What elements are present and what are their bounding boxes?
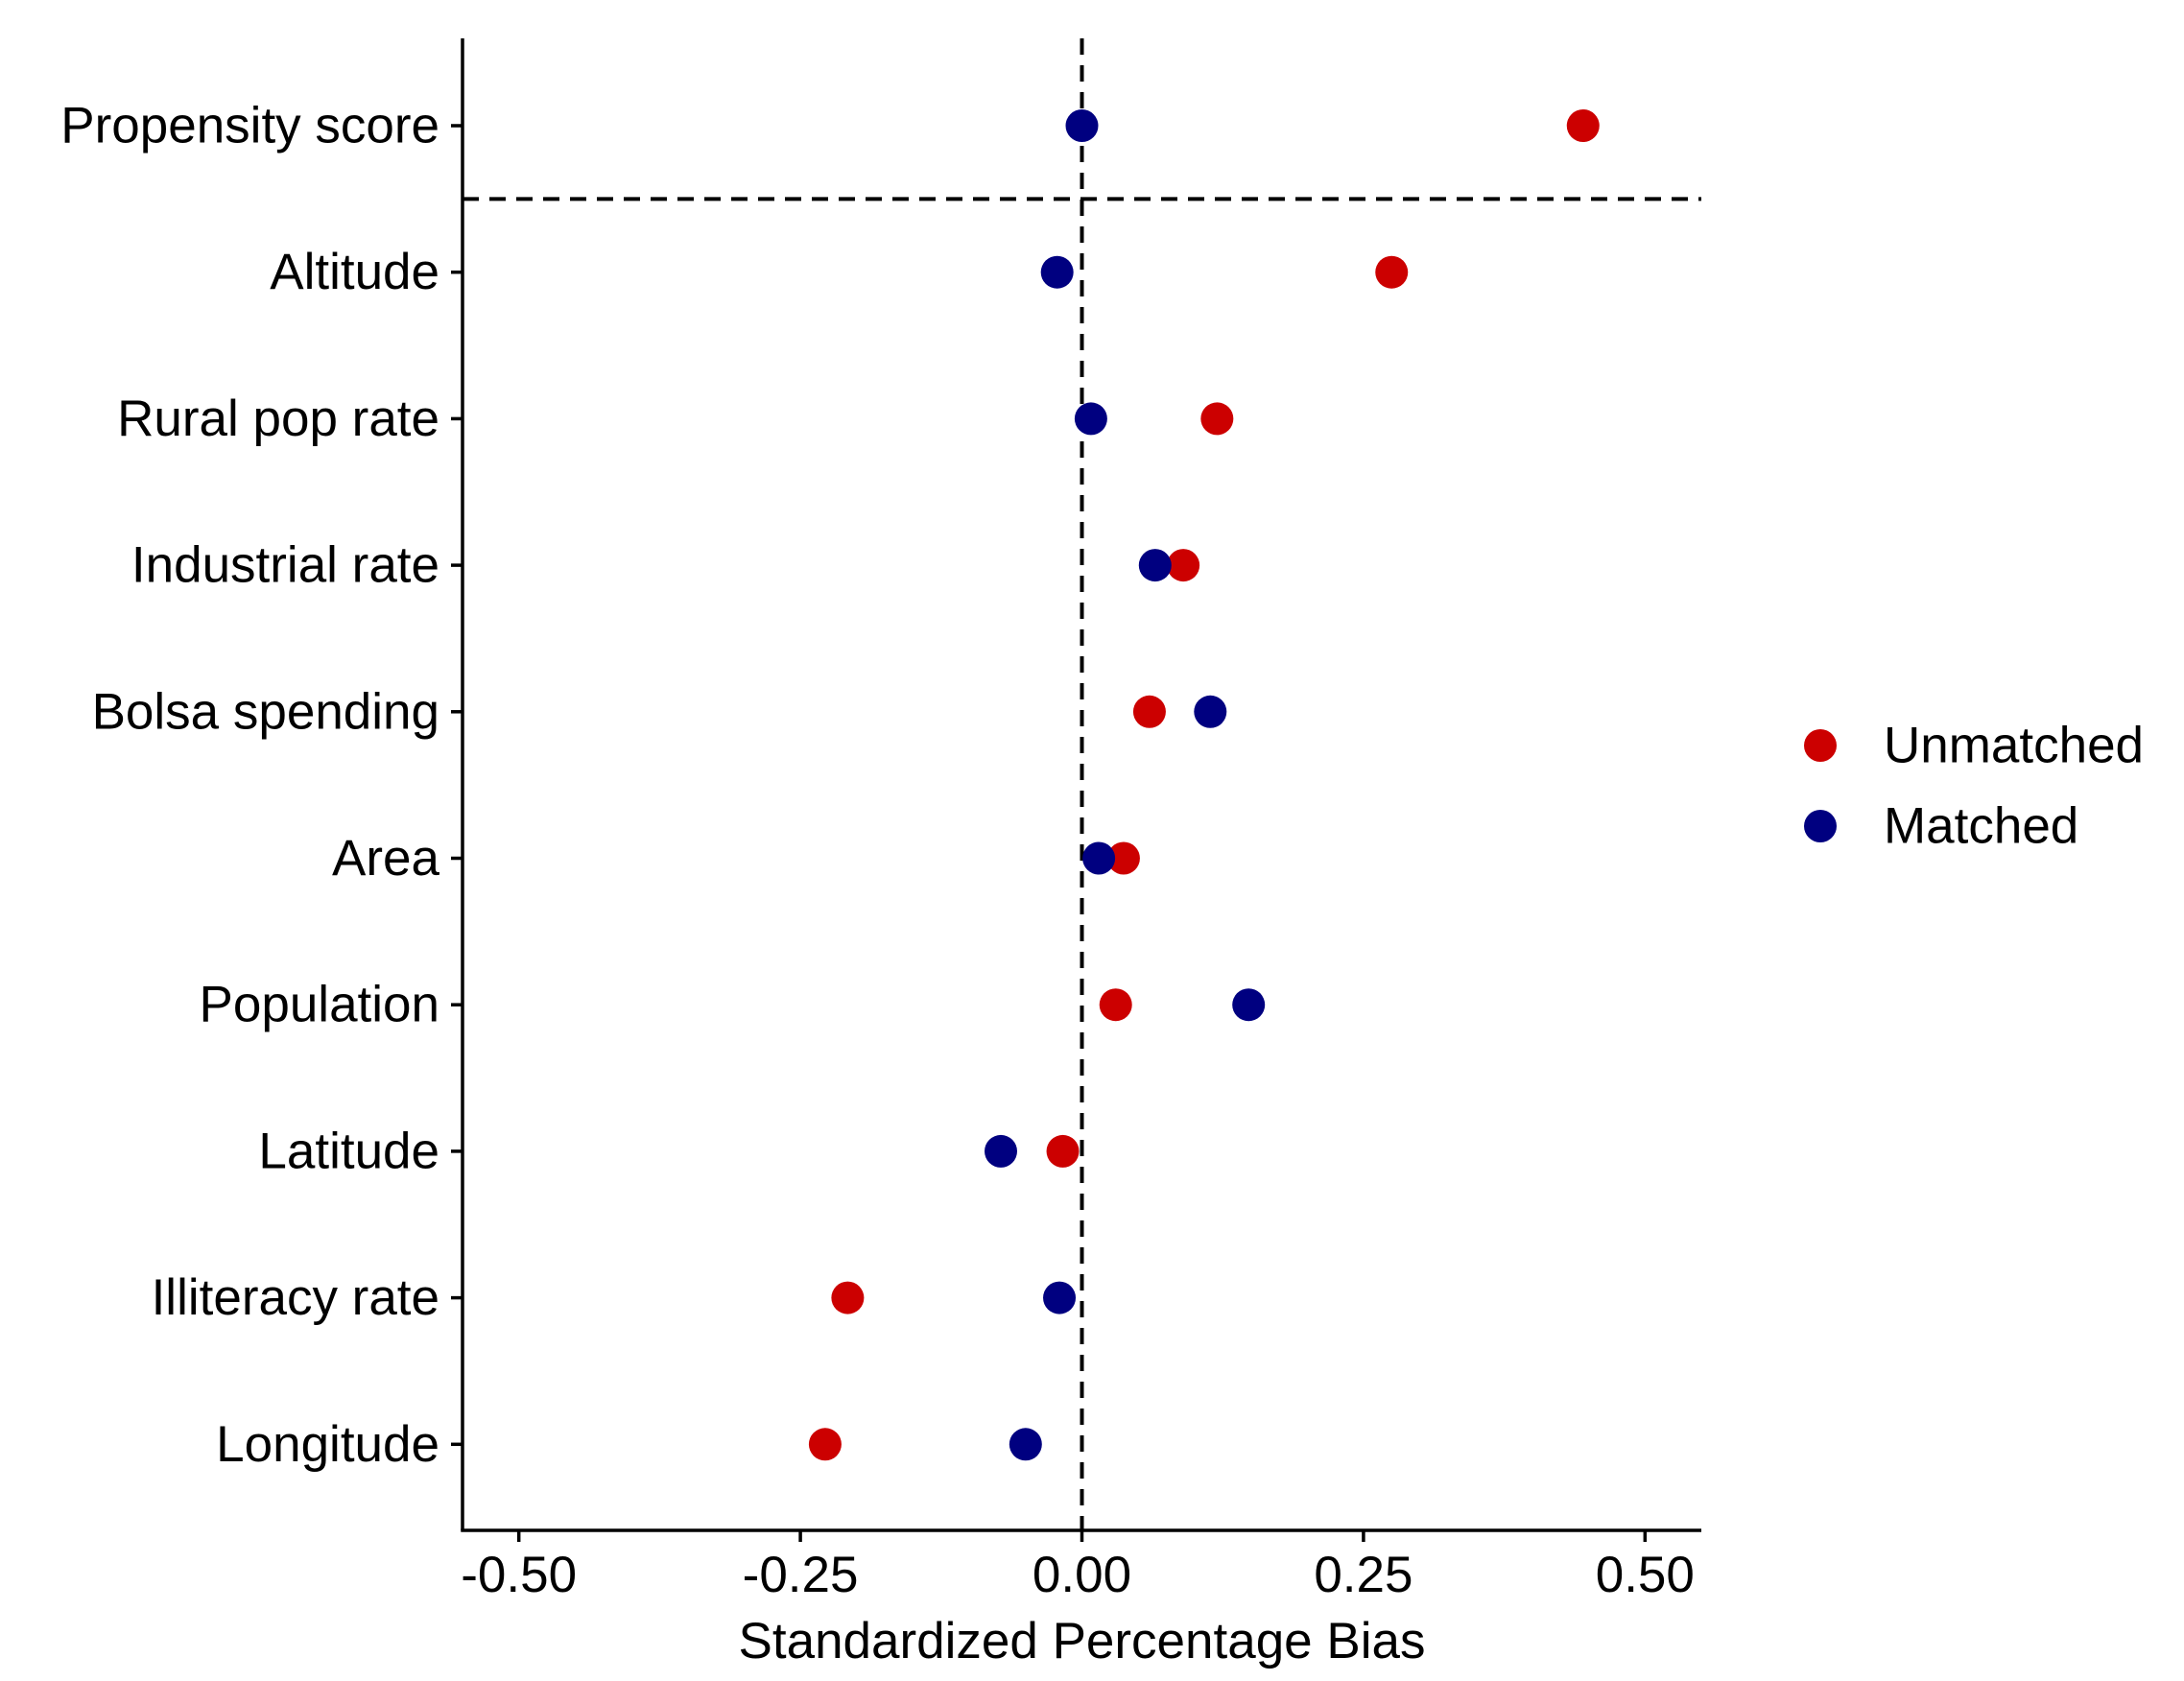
legend-swatch-unmatched — [1804, 729, 1837, 762]
point-unmatched-rural-pop-rate — [1200, 402, 1234, 436]
point-unmatched-illiteracy-rate — [831, 1281, 865, 1314]
x-tick-label: 0.00 — [1033, 1547, 1131, 1603]
y-category-label: Rural pop rate — [117, 391, 439, 447]
point-matched-propensity-score — [1065, 109, 1099, 142]
x-tick-label: -0.25 — [743, 1547, 859, 1603]
y-category-label: Longitude — [216, 1416, 439, 1473]
point-matched-rural-pop-rate — [1074, 402, 1107, 436]
data-points — [808, 109, 1600, 1461]
point-matched-illiteracy-rate — [1043, 1281, 1077, 1314]
point-unmatched-altitude — [1375, 255, 1409, 289]
y-axis-category-labels: Propensity score Altitude Rural pop rate In… — [60, 98, 463, 1473]
point-unmatched-industrial-rate — [1167, 549, 1200, 582]
legend: Unmatched Matched — [1804, 718, 2144, 855]
point-unmatched-bolsa-spending — [1132, 695, 1166, 728]
x-axis-title: Standardized Percentage Bias — [739, 1613, 1426, 1669]
point-matched-altitude — [1040, 255, 1074, 289]
x-tick-label: -0.50 — [461, 1547, 577, 1603]
point-matched-longitude — [1009, 1428, 1042, 1461]
y-category-label: Bolsa spending — [92, 683, 439, 740]
point-unmatched-area — [1106, 841, 1140, 875]
y-category-label: Illiteracy rate — [152, 1269, 439, 1326]
point-matched-industrial-rate — [1138, 549, 1172, 582]
point-unmatched-propensity-score — [1566, 109, 1600, 142]
legend-label-unmatched: Unmatched — [1884, 718, 2144, 774]
y-category-label: Latitude — [258, 1123, 439, 1179]
point-unmatched-longitude — [808, 1428, 842, 1461]
point-matched-area — [1082, 841, 1116, 875]
y-category-label: Area — [332, 830, 439, 887]
x-tick-label: 0.50 — [1596, 1547, 1695, 1603]
y-category-label: Industrial rate — [131, 537, 439, 594]
point-matched-latitude — [984, 1134, 1017, 1168]
x-tick-label: 0.25 — [1314, 1547, 1412, 1603]
point-matched-population — [1232, 988, 1266, 1022]
y-category-label: Propensity score — [60, 98, 439, 154]
legend-swatch-matched — [1804, 810, 1837, 842]
point-unmatched-population — [1099, 988, 1132, 1022]
point-unmatched-latitude — [1046, 1134, 1080, 1168]
legend-label-matched: Matched — [1884, 798, 2078, 855]
point-matched-bolsa-spending — [1194, 695, 1227, 728]
x-axis-ticks: -0.50 -0.25 0.00 0.25 0.50 — [461, 1530, 1695, 1603]
y-category-label: Population — [200, 977, 439, 1033]
y-category-label: Altitude — [270, 244, 439, 300]
